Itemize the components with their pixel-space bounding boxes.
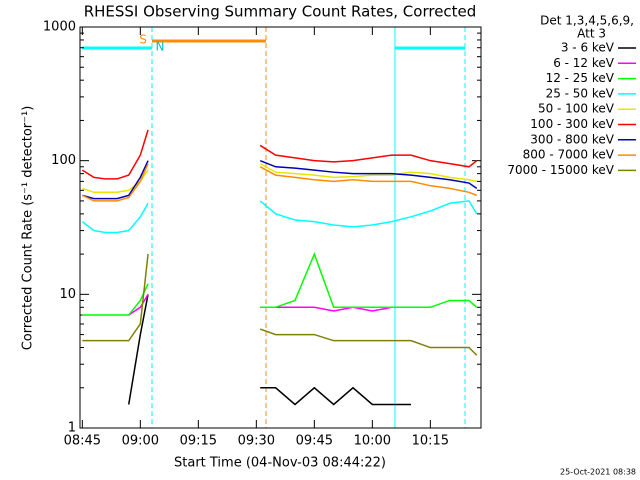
- annotation: N: [156, 40, 165, 54]
- legend-title: Att 3: [577, 27, 606, 41]
- series-line: [82, 252, 478, 316]
- y-tick-label: 1: [68, 421, 76, 436]
- legend-title: Det 1,3,4,5,6,9,: [540, 14, 634, 28]
- series-line: [81, 163, 478, 202]
- series-line: [81, 129, 478, 180]
- legend-label: 3 - 6 keV: [561, 41, 615, 55]
- footer: 25-Oct-2021 08:38: [560, 468, 636, 477]
- plot-frame: [79, 26, 482, 429]
- x-tick-label: 09:30: [238, 434, 275, 449]
- series-line: [127, 294, 412, 406]
- y-tick-label: 10: [59, 287, 76, 302]
- x-tick-label: 09:15: [180, 434, 217, 449]
- x-tick-label: 10:00: [354, 434, 391, 449]
- legend-label: 12 - 25 keV: [546, 71, 615, 85]
- legend-label: 6 - 12 keV: [553, 56, 615, 70]
- annotation: S: [139, 33, 147, 47]
- x-axis-label: Start Time (04-Nov-03 08:44:22): [174, 456, 386, 471]
- y-tick-label: 100: [51, 153, 76, 168]
- x-tick-label: 10:15: [412, 434, 449, 449]
- series-line: [82, 159, 478, 200]
- chart-title: RHESSI Observing Summary Count Rates, Co…: [84, 3, 477, 21]
- legend-label: 7000 - 15000 keV: [507, 163, 614, 177]
- y-tick-label: 1000: [43, 20, 76, 35]
- legend-label: 300 - 800 keV: [530, 132, 614, 146]
- x-tick-label: 09:45: [296, 434, 333, 449]
- y-axis-label: Corrected Count Rate (s⁻¹ detector⁻¹): [21, 106, 36, 351]
- legend-label: 800 - 7000 keV: [523, 148, 615, 162]
- legend-label: 100 - 300 keV: [530, 117, 614, 131]
- x-tick-label: 08:45: [64, 434, 101, 449]
- series-line: [81, 200, 478, 234]
- series-line: [82, 254, 478, 356]
- legend-label: 50 - 100 keV: [538, 102, 615, 116]
- legend-label: 25 - 50 keV: [546, 86, 615, 100]
- x-tick-label: 09:00: [122, 434, 159, 449]
